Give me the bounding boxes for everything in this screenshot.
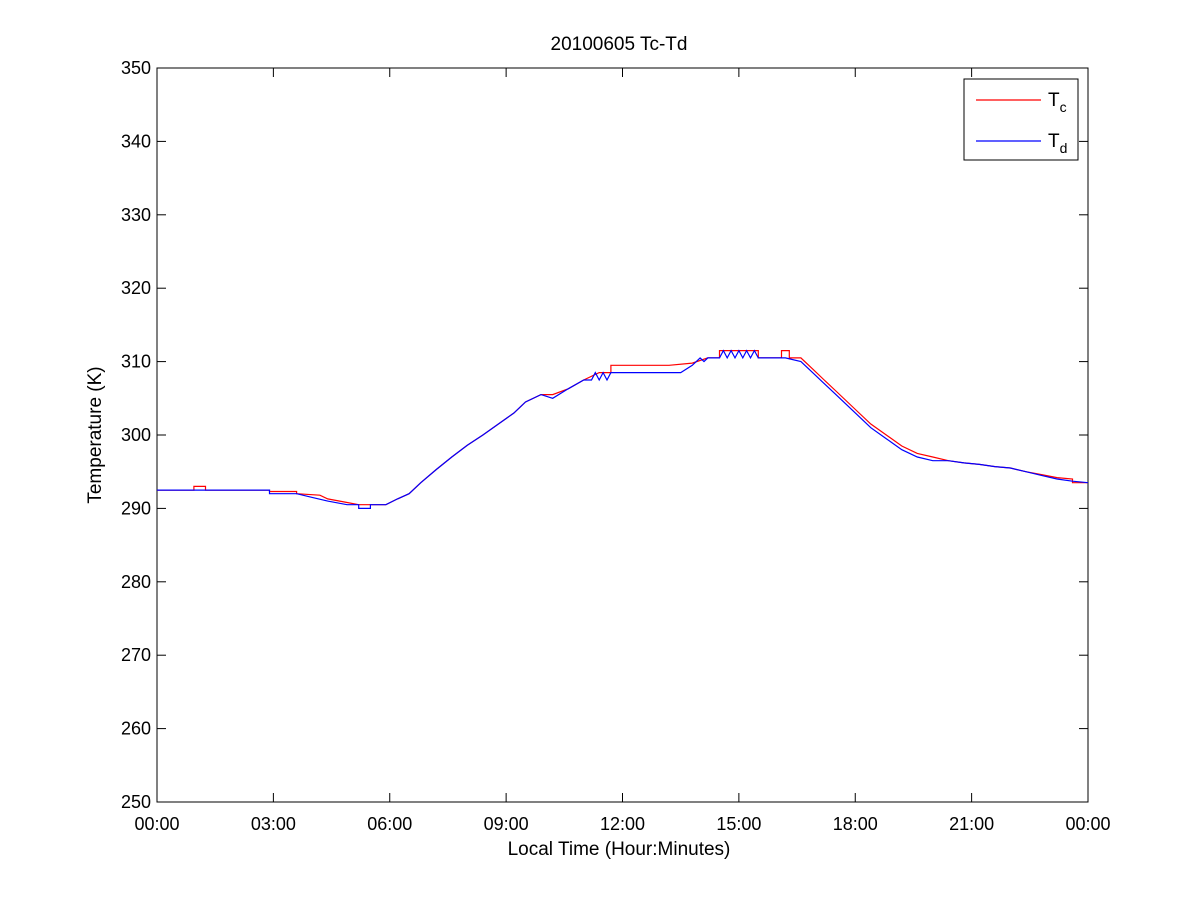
legend-label-tc: Tc: [1048, 90, 1067, 115]
plot-area: [156, 67, 1089, 803]
x-tick-label: 21:00: [949, 814, 994, 834]
x-tick-label: 09:00: [484, 814, 529, 834]
y-tick-label: 270: [121, 645, 151, 665]
legend-label-tc-main: T: [1048, 90, 1060, 111]
series-line-td: [157, 349, 1089, 509]
x-tick-label: 00:00: [1065, 814, 1110, 834]
legend-label-tc-sub: c: [1060, 99, 1067, 115]
y-tick-label: 330: [121, 205, 151, 225]
y-tick-label: 280: [121, 572, 151, 592]
legend-label-td: Td: [1048, 131, 1067, 156]
y-tick-label: 320: [121, 278, 151, 298]
y-axis-title: Temperature (K): [85, 366, 106, 503]
y-tick-label: 260: [121, 719, 151, 739]
x-tick-label: 06:00: [367, 814, 412, 834]
series-line-tc: [157, 350, 1088, 506]
axis-ticks: 00:00 03:00 06:00 09:00 12:00 15:00 18:00 21:00…: [121, 58, 1111, 834]
x-tick-label: 00:00: [134, 814, 179, 834]
y-tick-label: 250: [121, 792, 151, 812]
legend: Tc Td: [963, 78, 1079, 161]
x-tick-label: 12:00: [600, 814, 645, 834]
y-tick-label: 340: [121, 131, 151, 151]
y-tick-label: 300: [121, 425, 151, 445]
x-tick-label: 15:00: [716, 814, 761, 834]
legend-label-td-sub: d: [1060, 140, 1068, 156]
x-tick-label: 18:00: [833, 814, 878, 834]
series-layer: [157, 349, 1089, 509]
y-tick-label: 290: [121, 498, 151, 518]
legend-label-td-main: T: [1048, 131, 1060, 152]
x-axis-title: Local Time (Hour:Minutes): [508, 839, 731, 860]
y-tick-label: 310: [121, 352, 151, 372]
legend-box: [963, 78, 1079, 161]
y-tick-label: 350: [121, 58, 151, 78]
x-tick-label: 03:00: [251, 814, 296, 834]
chart-title: 20100605 Tc-Td: [551, 34, 688, 55]
